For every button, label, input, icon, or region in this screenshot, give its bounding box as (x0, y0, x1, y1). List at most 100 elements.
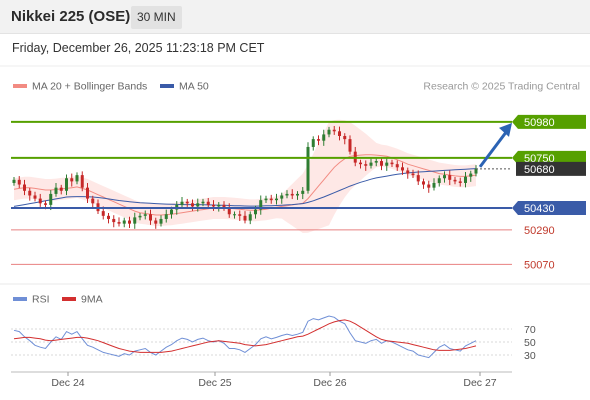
candle-body-81 (437, 178, 441, 183)
candle-body-67 (364, 164, 368, 166)
candle-body-74 (401, 167, 404, 171)
candle-body-15 (91, 198, 95, 204)
candle-body-29 (164, 214, 168, 219)
candle-body-4 (33, 195, 37, 199)
candle-body-86 (464, 176, 467, 183)
candle-body-75 (406, 170, 410, 174)
rsi-legend-label-1: 9MA (81, 294, 103, 306)
candle-body-22 (128, 220, 131, 224)
candle-body-50 (275, 198, 278, 201)
candle-body-6 (44, 203, 47, 205)
candle-body-10 (65, 178, 68, 191)
candle-body-53 (290, 193, 294, 196)
last-price-box (516, 161, 586, 176)
candle-body-0 (12, 179, 16, 183)
candle-body-61 (332, 129, 336, 132)
candle-body-58 (317, 139, 320, 141)
candle-body-83 (448, 175, 452, 180)
candle-body-56 (306, 146, 310, 191)
legend-swatch-1 (160, 84, 174, 88)
projection-arrow-shaft (478, 130, 509, 168)
candle-body-40 (222, 204, 226, 208)
ma20-line (13, 154, 477, 216)
candle-body-80 (432, 182, 436, 188)
candle-body-70 (380, 161, 383, 166)
candle-body-14 (86, 187, 89, 199)
level-label-50980: 50980 (524, 117, 555, 129)
candles-group (12, 125, 478, 229)
instrument-title: Nikkei 225 (OSE) (11, 8, 131, 25)
candle-body-21 (122, 220, 126, 224)
candle-body-37 (206, 201, 210, 205)
candle-body-44 (243, 215, 247, 221)
timeframe-button[interactable]: 30 MIN (131, 6, 182, 29)
candle-body-54 (296, 193, 299, 196)
candle-body-62 (338, 131, 341, 136)
legend-label-0: MA 20 + Bollinger Bands (32, 81, 147, 93)
candle-body-8 (54, 187, 58, 194)
level-tag-50750 (512, 150, 586, 165)
candle-body-73 (395, 164, 399, 168)
candle-body-78 (422, 181, 425, 185)
candle-body-71 (385, 162, 389, 166)
candle-body-1 (17, 179, 21, 185)
candle-body-59 (322, 134, 326, 141)
candle-body-84 (453, 179, 457, 182)
candle-body-47 (259, 200, 263, 210)
candle-body-30 (170, 209, 173, 215)
chart-header: Nikkei 225 (OSE) 30 MIN (0, 0, 590, 34)
candle-body-19 (112, 218, 116, 223)
level-tag-50430 (512, 201, 586, 215)
candle-body-64 (348, 139, 352, 152)
candle-body-39 (217, 204, 221, 207)
rsi-tick-50: 50 (524, 337, 536, 349)
candle-body-7 (49, 193, 53, 205)
candle-body-35 (196, 203, 200, 207)
candle-body-77 (416, 175, 420, 182)
rsi-ma-line (13, 319, 477, 353)
candle-body-69 (374, 161, 378, 163)
rsi-tick-70: 70 (524, 324, 536, 336)
level-tag-50980 (512, 114, 586, 129)
candle-body-27 (154, 220, 158, 224)
level-label-50290: 50290 (524, 225, 555, 237)
candle-body-23 (133, 217, 137, 224)
candle-body-85 (458, 181, 462, 183)
candle-body-3 (28, 190, 32, 196)
candle-body-51 (280, 195, 284, 199)
candle-body-38 (212, 204, 215, 207)
candle-body-68 (369, 162, 373, 166)
legend-swatch-0 (13, 84, 27, 88)
candle-body-42 (233, 214, 236, 216)
candle-body-20 (117, 222, 121, 224)
candle-body-28 (159, 218, 163, 224)
candle-body-11 (70, 178, 74, 182)
candle-body-25 (143, 214, 147, 216)
candle-body-46 (254, 209, 257, 215)
candle-body-66 (359, 162, 362, 165)
legend-label-1: MA 50 (179, 81, 209, 93)
candle-body-82 (443, 175, 446, 179)
candle-body-5 (38, 198, 42, 204)
candle-body-49 (269, 198, 273, 201)
candle-body-76 (411, 173, 415, 176)
candle-body-18 (107, 215, 110, 219)
candle-body-60 (327, 129, 331, 135)
candle-body-33 (185, 201, 189, 204)
candle-body-88 (474, 168, 478, 174)
bollinger-band (14, 119, 476, 233)
candle-body-26 (149, 214, 152, 221)
candle-body-72 (390, 162, 394, 165)
candle-body-41 (227, 208, 231, 215)
candle-body-36 (201, 201, 205, 204)
credit-text: Research © 2025 Trading Central (423, 81, 580, 93)
candle-body-17 (101, 211, 105, 216)
candle-body-48 (264, 198, 268, 201)
x-tick-label-3: Dec 27 (463, 377, 496, 389)
level-label-50430: 50430 (524, 203, 555, 215)
rsi-legend-swatch-1 (62, 297, 76, 301)
candle-body-79 (427, 184, 431, 188)
candle-body-55 (301, 190, 305, 194)
x-tick-label-0: Dec 24 (51, 377, 84, 389)
